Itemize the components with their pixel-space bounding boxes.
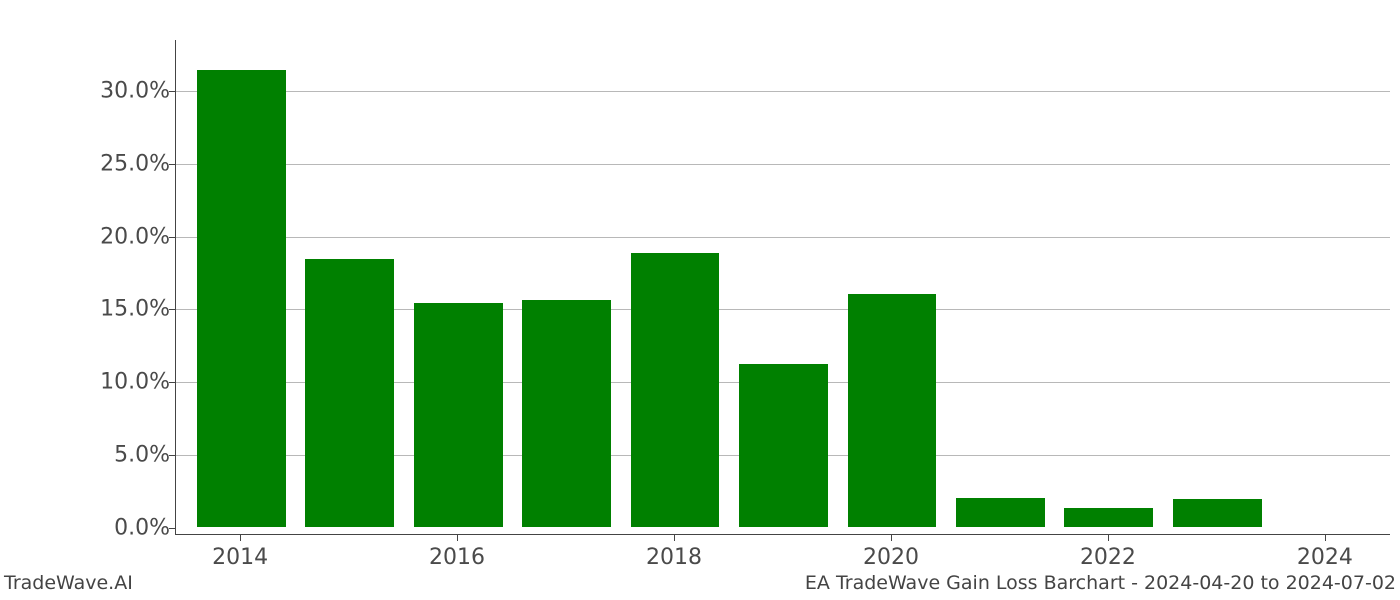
y-tick-mark — [169, 164, 175, 165]
y-tick-mark — [169, 382, 175, 383]
y-tick-label: 25.0% — [100, 151, 170, 176]
gridline — [176, 91, 1390, 92]
x-tick-mark — [240, 535, 241, 541]
y-tick-mark — [169, 237, 175, 238]
x-tick-mark — [891, 535, 892, 541]
x-tick-mark — [1325, 535, 1326, 541]
y-tick-label: 0.0% — [114, 515, 170, 540]
y-tick-label: 10.0% — [100, 370, 170, 395]
x-tick-label: 2018 — [646, 545, 702, 570]
bar-2019 — [739, 364, 828, 527]
x-tick-mark — [1108, 535, 1109, 541]
x-tick-label: 2016 — [429, 545, 485, 570]
y-tick-mark — [169, 309, 175, 310]
chart-area — [175, 40, 1390, 535]
bar-2018 — [631, 253, 720, 527]
gridline — [176, 237, 1390, 238]
x-tick-label: 2022 — [1080, 545, 1136, 570]
plot-region — [175, 40, 1390, 535]
x-tick-label: 2020 — [863, 545, 919, 570]
bar-2022 — [1064, 508, 1153, 527]
y-tick-mark — [169, 528, 175, 529]
y-tick-mark — [169, 455, 175, 456]
x-tick-label: 2024 — [1297, 545, 1353, 570]
footer-caption: EA TradeWave Gain Loss Barchart - 2024-0… — [805, 572, 1396, 594]
y-tick-label: 15.0% — [100, 297, 170, 322]
gridline — [176, 164, 1390, 165]
x-tick-mark — [674, 535, 675, 541]
bar-2015 — [305, 259, 394, 527]
bar-2023 — [1173, 499, 1262, 527]
x-tick-mark — [457, 535, 458, 541]
bar-2020 — [848, 294, 937, 527]
y-tick-label: 5.0% — [114, 442, 170, 467]
x-tick-label: 2014 — [212, 545, 268, 570]
y-tick-label: 30.0% — [100, 78, 170, 103]
footer-branding: TradeWave.AI — [4, 572, 133, 594]
y-tick-label: 20.0% — [100, 224, 170, 249]
bar-2021 — [956, 498, 1045, 527]
y-tick-mark — [169, 91, 175, 92]
bar-2016 — [414, 303, 503, 527]
bar-2017 — [522, 300, 611, 527]
bar-2014 — [197, 70, 286, 527]
